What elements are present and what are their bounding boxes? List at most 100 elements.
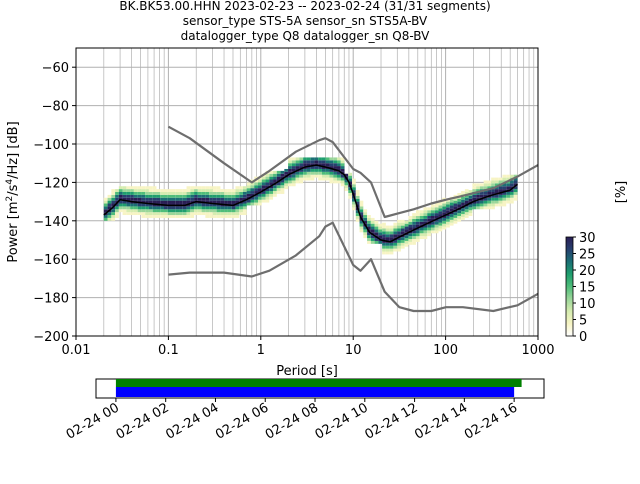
heatmap-cell	[258, 196, 262, 200]
heatmap-cell	[118, 206, 123, 210]
heatmap-cell	[502, 194, 507, 198]
colorbar-gradient	[565, 236, 574, 337]
mode-curve	[103, 164, 518, 243]
heatmap-cell	[254, 199, 259, 203]
heatmap-cell	[509, 194, 514, 198]
heatmap-cell	[209, 209, 213, 213]
heatmap-cell	[175, 189, 180, 192]
heatmap-cell	[235, 215, 240, 218]
heatmap-cell	[438, 208, 443, 212]
heatmap-cell	[220, 189, 225, 192]
heatmap-cell	[348, 181, 353, 185]
heatmap-cell	[419, 216, 424, 219]
heatmap-cell	[340, 157, 345, 161]
heatmap-cell	[258, 188, 262, 192]
heatmap-cell	[336, 163, 341, 167]
heatmap-cell	[427, 207, 432, 211]
heatmap-cell	[359, 200, 364, 204]
timeline-tick-label: 02-24 02	[114, 400, 172, 442]
heatmap-cell	[400, 228, 405, 232]
heatmap-cell	[513, 192, 518, 195]
heatmap-cell	[498, 189, 503, 192]
heatmap-cell	[306, 166, 311, 169]
heatmap-cell	[152, 203, 157, 207]
heatmap-cell	[137, 192, 142, 195]
heatmap-cell	[291, 177, 296, 181]
heatmap-cell	[227, 194, 232, 198]
heatmap-cell	[457, 218, 462, 222]
heatmap-cell	[498, 186, 503, 190]
heatmap-cell	[137, 203, 142, 207]
heatmap-cell	[483, 180, 488, 184]
heatmap-cell	[205, 192, 210, 195]
heatmap-cell	[216, 203, 221, 207]
heatmap-cell	[141, 212, 146, 216]
heatmap-cell	[212, 203, 217, 207]
heatmap-cell	[472, 183, 477, 187]
heatmap-cell	[261, 179, 266, 183]
heatmap-cell	[494, 200, 499, 204]
heatmap-cell	[513, 189, 518, 192]
heatmap-cell	[374, 220, 379, 224]
plot-area-frame	[75, 47, 539, 337]
heatmap-cell	[408, 236, 413, 240]
heatmap-cell	[472, 206, 477, 210]
heatmap-cell	[446, 207, 450, 211]
heatmap-cell	[397, 222, 401, 226]
heatmap-cell	[434, 230, 439, 234]
heatmap-cell	[273, 193, 277, 197]
heatmap-cell	[148, 209, 153, 213]
heatmap-cell	[212, 189, 217, 192]
noise-model-curves	[167, 125, 539, 313]
heatmap-cell	[299, 157, 304, 161]
heatmap-cell	[385, 251, 390, 255]
heatmap-cell	[209, 203, 213, 207]
heatmap-cell	[374, 229, 379, 233]
heatmap-cell	[378, 235, 383, 239]
heatmap-cell	[431, 227, 435, 231]
heatmap-cell	[303, 160, 307, 164]
heatmap-cell	[126, 189, 131, 192]
heatmap-cell	[431, 204, 435, 208]
heatmap-cell	[126, 203, 131, 207]
heatmap-cell	[412, 239, 416, 242]
heatmap-cell	[163, 206, 168, 210]
heatmap-cell	[212, 194, 217, 198]
heatmap-cell	[179, 189, 183, 192]
heatmap-cell	[148, 194, 153, 198]
heatmap-cell	[141, 209, 146, 213]
heatmap-cell	[397, 240, 401, 243]
heatmap-cell	[431, 213, 435, 216]
heatmap-cell	[254, 176, 259, 180]
heatmap-cell	[291, 163, 296, 167]
heatmap-cell	[491, 194, 495, 198]
heatmap-cell	[284, 183, 289, 187]
heatmap-cell	[491, 177, 495, 181]
heatmap-cell	[261, 193, 266, 197]
y-tick-label: −120	[33, 176, 69, 191]
heatmap-cell	[333, 171, 337, 175]
heatmap-cell	[491, 189, 495, 192]
heatmap-cell	[438, 214, 443, 217]
heatmap-cell	[442, 220, 447, 224]
heatmap-cell	[393, 245, 398, 249]
heatmap-cell	[190, 192, 195, 195]
heatmap-cell	[115, 203, 119, 207]
heatmap-cell	[412, 218, 416, 222]
heatmap-cell	[412, 236, 416, 240]
heatmap-cell	[167, 212, 172, 216]
heatmap-cell	[126, 209, 131, 213]
heatmap-cell	[494, 180, 499, 184]
heatmap-cell	[115, 192, 119, 195]
heatmap-cell	[209, 197, 213, 201]
heatmap-cell	[431, 216, 435, 219]
heatmap-cell	[468, 190, 473, 193]
heatmap-cell	[194, 206, 198, 210]
heatmap-cell	[133, 186, 138, 190]
heatmap-cell	[374, 238, 379, 241]
heatmap-cell	[141, 206, 146, 210]
heatmap-cell	[133, 212, 138, 216]
heatmap-cell	[457, 192, 462, 196]
